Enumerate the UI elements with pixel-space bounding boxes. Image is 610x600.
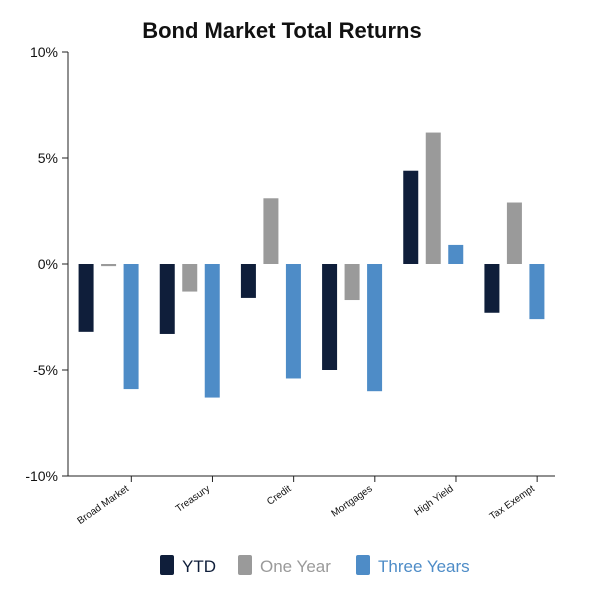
y-tick-label: 0% bbox=[38, 256, 58, 272]
legend-label: YTD bbox=[182, 557, 216, 576]
bar-one-year-tax-exempt bbox=[506, 202, 522, 264]
legend-swatch bbox=[238, 555, 252, 575]
bar-three-years-high-yield bbox=[448, 244, 464, 264]
bar-one-year-broad-market bbox=[101, 264, 117, 267]
legend-label: One Year bbox=[260, 557, 331, 576]
bar-ytd-high-yield bbox=[403, 170, 419, 264]
x-tick-label: Tax Exempt bbox=[488, 483, 537, 522]
bar-three-years-broad-market bbox=[123, 264, 139, 390]
bar-ytd-tax-exempt bbox=[484, 264, 500, 313]
legend-swatch bbox=[356, 555, 370, 575]
x-tick-label: Treasury bbox=[174, 483, 212, 514]
bar-one-year-high-yield bbox=[425, 132, 441, 264]
bar-three-years-mortgages bbox=[367, 264, 383, 392]
x-tick-label: Broad Market bbox=[76, 483, 132, 527]
bar-ytd-credit bbox=[240, 264, 256, 298]
bar-three-years-credit bbox=[285, 264, 301, 379]
bar-one-year-mortgages bbox=[344, 264, 360, 301]
bar-one-year-credit bbox=[263, 198, 279, 264]
x-tick-label: High Yield bbox=[413, 483, 456, 518]
bar-three-years-treasury bbox=[204, 264, 220, 398]
bar-three-years-tax-exempt bbox=[529, 264, 545, 320]
y-tick-label: -5% bbox=[33, 362, 58, 378]
x-tick-label: Mortgages bbox=[330, 483, 375, 519]
bar-ytd-broad-market bbox=[78, 264, 94, 332]
x-axis: Broad Market Treasury Credit Mortgages High … bbox=[68, 475, 555, 527]
y-tick-label: 5% bbox=[38, 150, 58, 166]
bar-ytd-treasury bbox=[159, 264, 175, 334]
legend-swatch bbox=[160, 555, 174, 575]
x-tick-label: Credit bbox=[265, 483, 293, 507]
y-tick-label: -10% bbox=[25, 468, 58, 484]
bar-ytd-mortgages bbox=[322, 264, 338, 370]
bar-one-year-treasury bbox=[182, 264, 198, 292]
bars bbox=[78, 132, 545, 398]
legend: YTD One Year Three Years bbox=[160, 555, 470, 576]
legend-label: Three Years bbox=[378, 557, 470, 576]
y-axis: 10% 5% 0% -5% -10% bbox=[25, 44, 69, 484]
y-tick-label: 10% bbox=[30, 44, 58, 60]
chart-title: Bond Market Total Returns bbox=[142, 18, 422, 43]
